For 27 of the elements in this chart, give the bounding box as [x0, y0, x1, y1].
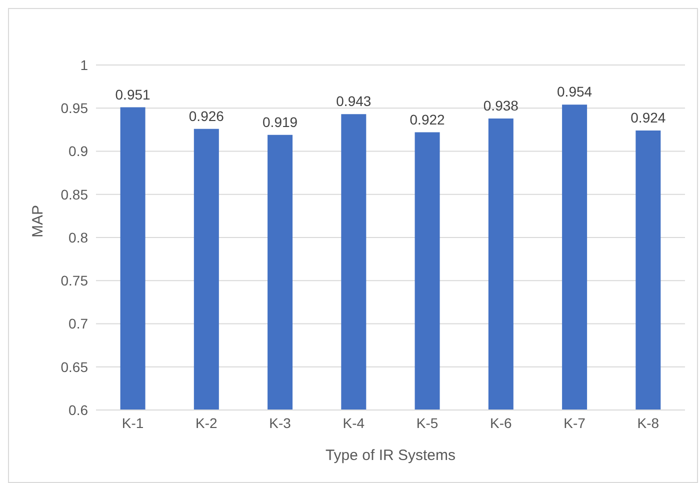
x-tick-label: K-4 — [342, 414, 365, 431]
y-tick-label: 0.8 — [68, 229, 88, 246]
y-axis-title: MAP — [29, 204, 46, 238]
x-tick-label: K-5 — [416, 414, 438, 431]
data-label: 0.922 — [410, 111, 446, 128]
data-label: 0.943 — [336, 93, 372, 110]
x-tick-label: K-1 — [122, 414, 144, 431]
x-axis-title: Type of IR Systems — [325, 447, 456, 464]
y-tick-label: 1 — [80, 56, 88, 73]
x-tick-label: K-6 — [490, 414, 512, 431]
y-tick-label: 0.75 — [60, 272, 88, 289]
x-tick-label: K-8 — [637, 414, 660, 431]
y-tick-label: 0.65 — [60, 358, 88, 375]
data-label: 0.951 — [115, 86, 151, 102]
x-tick-label: K-2 — [196, 414, 218, 431]
data-label: 0.954 — [557, 84, 592, 100]
data-label: 0.938 — [483, 97, 519, 114]
y-tick-label: 0.7 — [68, 316, 88, 332]
data-label: 0.924 — [630, 110, 666, 126]
y-tick-label: 0.95 — [60, 100, 88, 116]
data-label: 0.919 — [262, 114, 298, 130]
x-tick-label: K-7 — [564, 414, 586, 431]
y-tick-label: 0.6 — [68, 402, 88, 418]
y-tick-label: 0.9 — [68, 143, 88, 160]
x-tick-label: K-3 — [269, 414, 292, 431]
y-tick-label: 0.85 — [60, 186, 88, 202]
data-label: 0.926 — [188, 108, 224, 124]
